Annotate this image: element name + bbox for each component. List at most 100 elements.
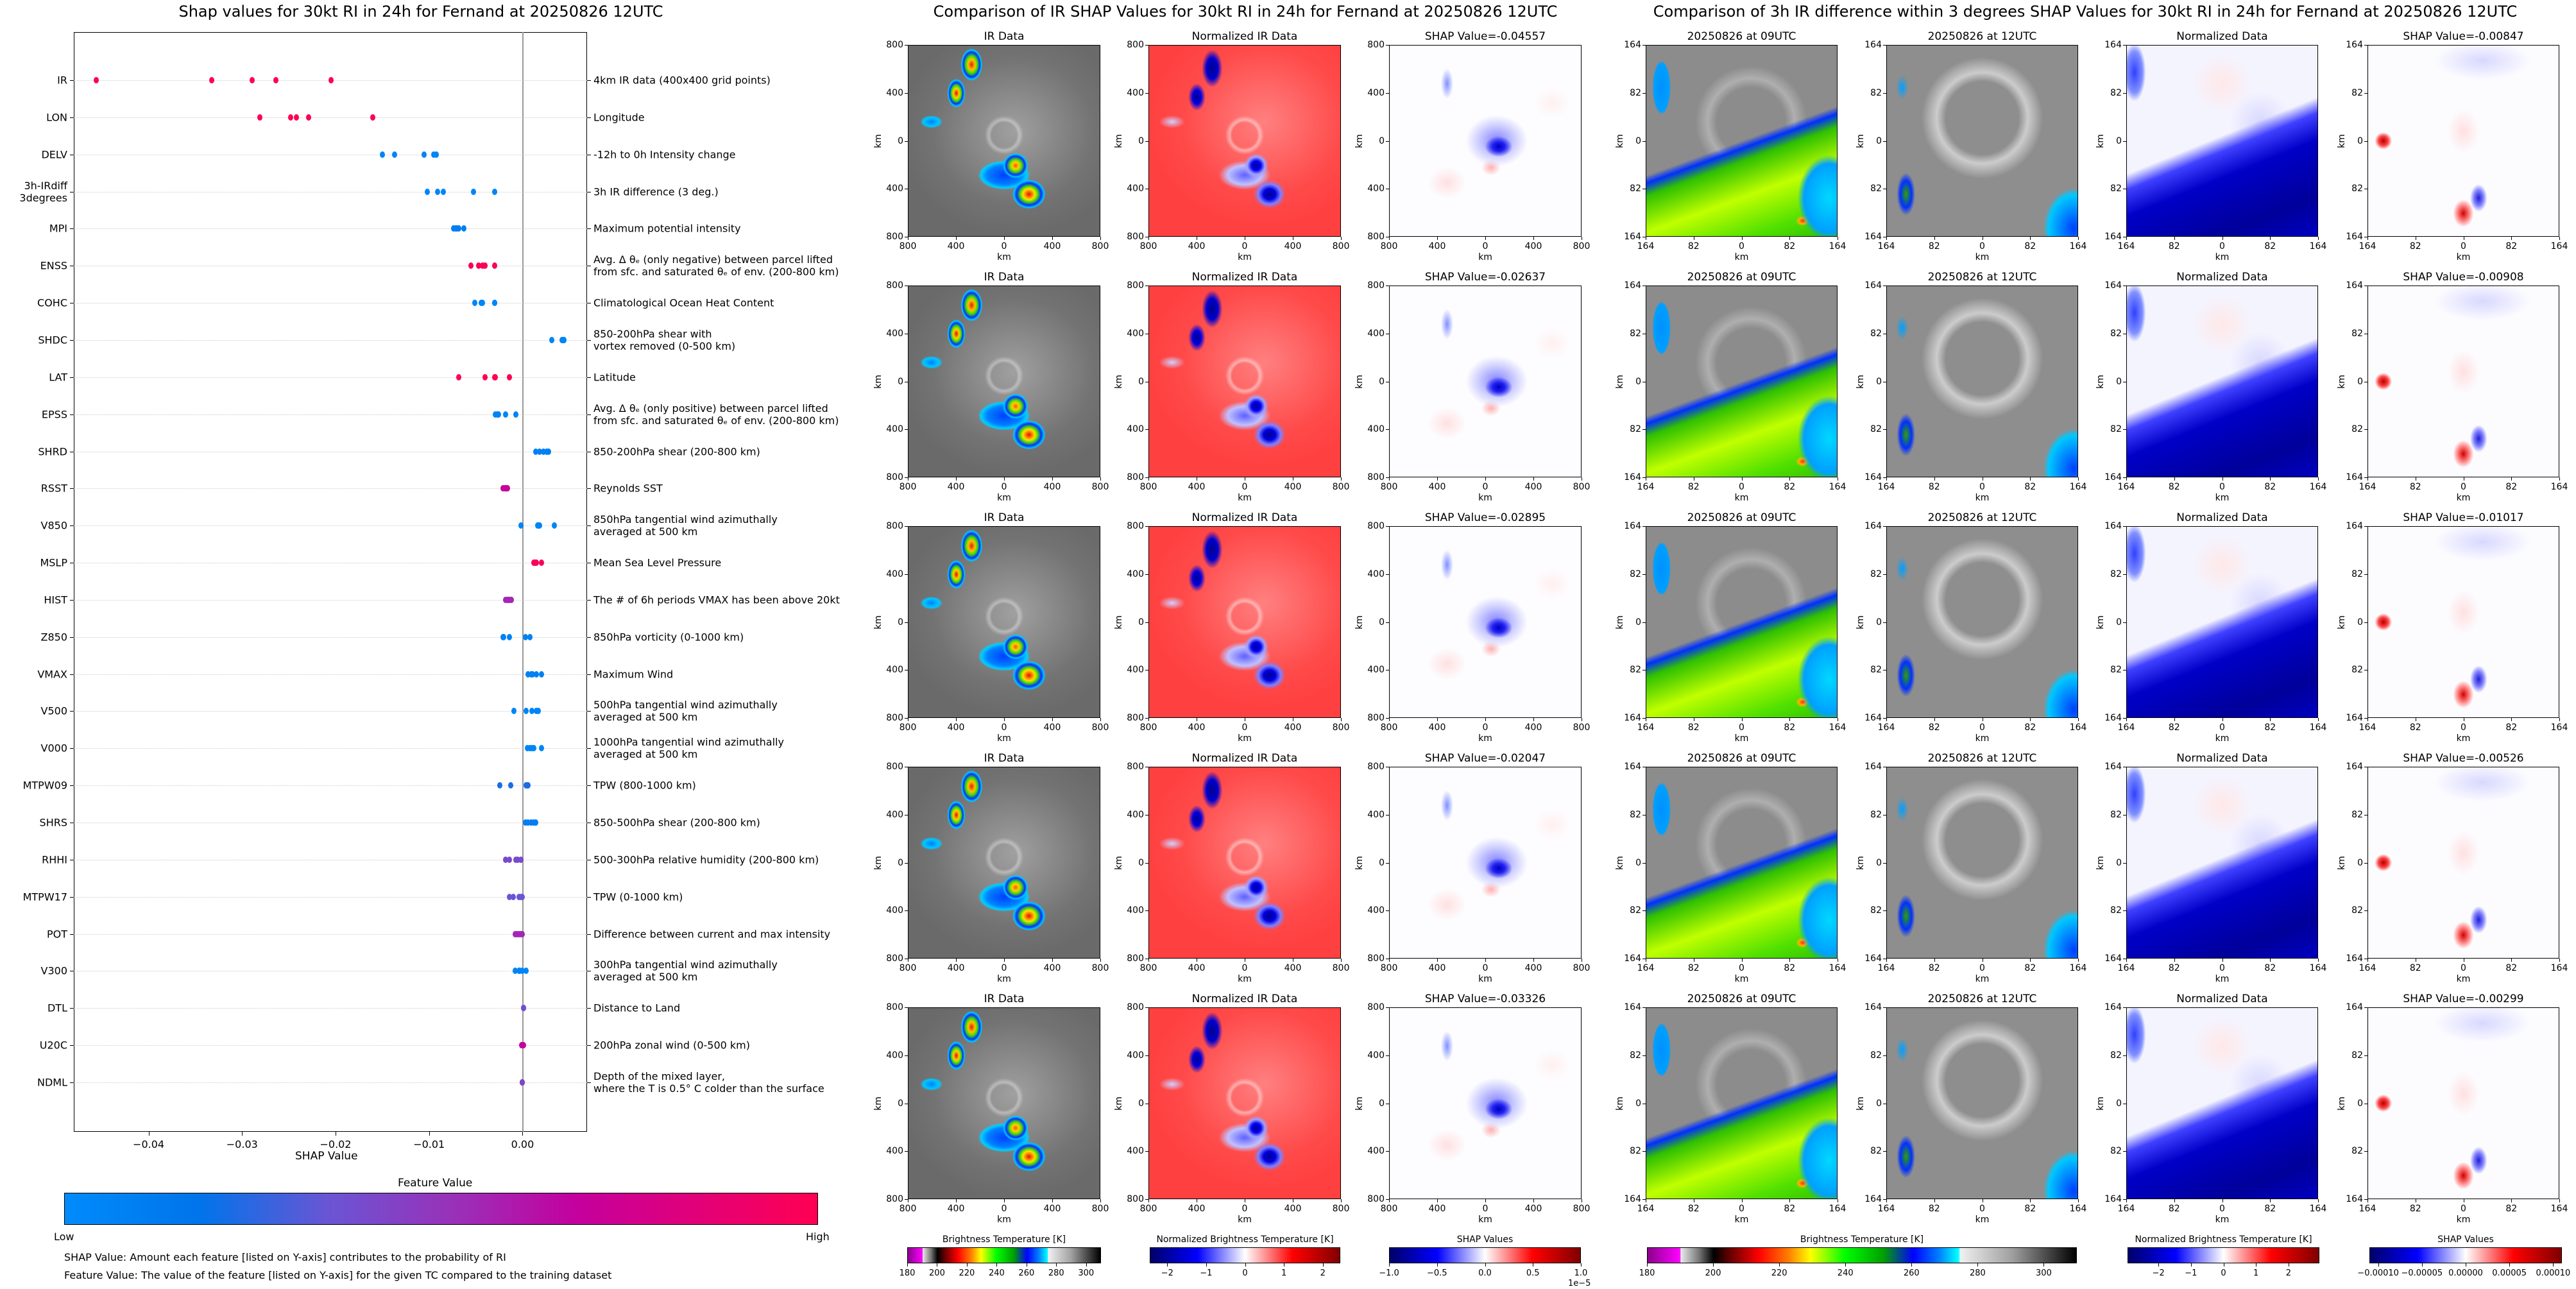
y-tick-label: 800 <box>886 232 903 242</box>
colorbar-tick <box>1245 1263 1246 1267</box>
y-tick-label: 400 <box>886 665 903 676</box>
x-axis-km-label: km <box>2215 493 2230 503</box>
y-tick-label: 400 <box>1367 424 1385 435</box>
y-tick-label: 400 <box>1367 328 1385 339</box>
x-tick-label: 0 <box>1001 722 1007 733</box>
panel-title: Normalized IR Data <box>1191 30 1298 43</box>
x-tick-label: 0 <box>1979 1204 1985 1214</box>
feature-description-label: Avg. Δ θₑ (only negative) between parcel… <box>593 253 839 278</box>
shap-point <box>507 856 513 863</box>
colorbar-tick-label: 0 <box>1242 1268 1248 1278</box>
y-tick-label: 82 <box>2110 1146 2122 1157</box>
x-tick <box>1485 1199 1486 1202</box>
y-axis-km-label: km <box>1615 133 1625 148</box>
x-tick <box>1437 237 1438 240</box>
diff_group-panel <box>2367 45 2559 237</box>
x-tick <box>1789 1199 1791 1202</box>
colorbar-tick-label: −2 <box>1161 1268 1173 1278</box>
x-tick-label: 400 <box>1284 482 1302 492</box>
y-tick-label: 164 <box>1864 521 1882 531</box>
note-feature-value: Feature Value: The value of the feature … <box>64 1269 612 1281</box>
feature-gridline <box>74 488 587 490</box>
panel-title: SHAP Value=-0.00526 <box>2403 752 2524 765</box>
y-tick-label: 0 <box>1379 617 1385 627</box>
x-tick <box>1741 237 1743 240</box>
shap-point <box>533 819 538 826</box>
y-tick-label: 164 <box>2346 762 2363 772</box>
x-axis-km-label: km <box>1478 493 1492 503</box>
x-tick <box>1789 237 1791 240</box>
y-tick-label: 82 <box>1630 87 1641 98</box>
satellite-image <box>2127 46 2317 236</box>
x-tick <box>2030 718 2031 721</box>
y-tick-label: 164 <box>1864 713 1882 723</box>
satellite-image <box>2368 1008 2559 1199</box>
x-tick-label: 164 <box>2309 1204 2327 1214</box>
y-tick-right <box>587 599 591 601</box>
feature-code-label: Z850 <box>40 631 68 644</box>
y-tick <box>70 674 74 675</box>
feature-code-label: DTL <box>47 1002 67 1014</box>
shap-point <box>288 114 294 121</box>
x-tick <box>2126 237 2127 240</box>
x-tick <box>2318 237 2319 240</box>
y-tick <box>1145 1055 1148 1056</box>
y-tick <box>2364 622 2367 623</box>
colorbar-tick <box>1056 1263 1057 1267</box>
colorbar-tick-label: 0 <box>2221 1268 2226 1278</box>
x-axis-km-label: km <box>1734 493 1749 503</box>
y-tick <box>70 117 74 118</box>
x-tick-label: 82 <box>1687 241 1700 252</box>
y-tick-label: 0 <box>1138 135 1144 146</box>
feature-code-label: POT <box>46 928 67 941</box>
y-tick <box>1642 477 1646 478</box>
colorbar-tick-label: 0.5 <box>1526 1268 1540 1278</box>
x-tick-label: 164 <box>2550 1204 2568 1214</box>
y-tick-label: 164 <box>1864 953 1882 964</box>
y-tick-label: 0 <box>898 1098 903 1109</box>
diff_group-panel <box>1886 286 2078 477</box>
feature-value-colorbar <box>64 1193 818 1225</box>
x-tick <box>2222 718 2223 721</box>
colorbar-tick <box>2043 1263 2045 1267</box>
y-tick-label: 400 <box>886 568 903 579</box>
ir_group-panel <box>1148 526 1341 718</box>
y-tick-label: 800 <box>1127 40 1144 50</box>
x-tick <box>1789 477 1791 481</box>
x-tick-label: 82 <box>1687 963 1700 973</box>
x-tick-label: 82 <box>2409 482 2421 492</box>
x-axis-km-label: km <box>1238 252 1252 262</box>
x-tick-label: 164 <box>1877 1204 1895 1214</box>
x-tick-label: 400 <box>1284 963 1302 973</box>
y-tick <box>1883 429 1886 431</box>
feature-code-label: LAT <box>49 371 67 384</box>
shap-point <box>273 77 279 83</box>
x-tick-label: 800 <box>1380 241 1398 252</box>
y-tick-label: 0 <box>1635 1098 1641 1109</box>
y-axis-km-label: km <box>1615 855 1625 870</box>
y-tick-label: 164 <box>2346 713 2363 723</box>
y-tick <box>1145 45 1148 46</box>
panel-title: SHAP Value=-0.02895 <box>1424 511 1546 524</box>
y-tick-label: 164 <box>2104 232 2122 242</box>
shap-point <box>525 670 531 678</box>
y-tick <box>1386 574 1389 575</box>
y-tick <box>1386 910 1389 912</box>
x-tick-label: 164 <box>2358 963 2376 973</box>
y-axis-km-label: km <box>1354 615 1365 629</box>
y-axis-km-label: km <box>1354 374 1365 389</box>
y-tick-label: 164 <box>1864 1194 1882 1204</box>
x-tick-label: 164 <box>2358 1204 2376 1214</box>
feature-description-label: TPW (800-1000 km) <box>593 779 696 792</box>
y-tick <box>905 574 908 575</box>
ir_group-panel <box>1389 1007 1582 1199</box>
y-tick <box>905 429 908 431</box>
y-tick <box>905 718 908 719</box>
panel-title: IR Data <box>984 271 1025 284</box>
x-tick <box>1485 477 1486 481</box>
y-axis-km-label: km <box>2337 615 2347 629</box>
y-tick-label: 164 <box>1624 280 1641 291</box>
x-tick <box>2559 718 2560 721</box>
x-tick-label: −0.02 <box>320 1138 352 1150</box>
y-tick-right <box>587 711 591 712</box>
